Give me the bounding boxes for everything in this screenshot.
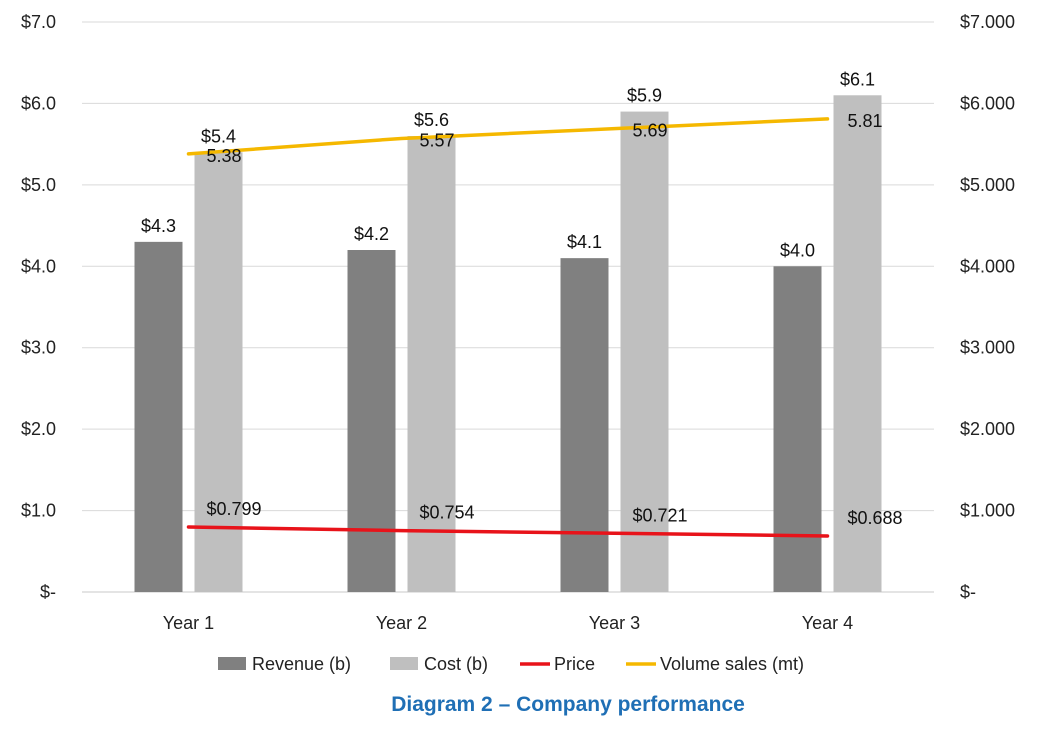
series-line [186,525,830,538]
right-tick-label: $- [960,582,976,602]
series-lines [186,117,830,538]
left-tick-label: $7.0 [21,12,56,32]
legend-swatch [390,657,418,670]
line-data-label: $0.688 [848,508,903,528]
left-tick-label: $6.0 [21,93,56,113]
line-data-label: $0.754 [420,503,475,523]
category-label: Year 3 [589,613,640,633]
bar-data-label: $4.2 [354,224,389,244]
left-tick-label: $4.0 [21,256,56,276]
right-tick-label: $6.000 [960,93,1015,113]
legend-label: Cost (b) [424,654,488,674]
category-label: Year 2 [376,613,427,633]
chart-caption: Diagram 2 – Company performance [391,693,745,716]
line-data-label: 5.57 [420,130,455,150]
line-data-label: 5.38 [207,146,242,166]
right-tick-label: $4.000 [960,256,1015,276]
bar-data-label: $4.0 [780,240,815,260]
bar-data-label: $6.1 [840,69,875,89]
legend-label: Volume sales (mt) [660,654,804,674]
line-data-label: 5.69 [633,121,668,141]
legend-swatch [218,657,246,670]
category-labels: Year 1 Year 2 Year 3 Year 4 [163,613,853,633]
bar-data-label: $5.9 [627,86,662,106]
bar [194,152,243,593]
right-axis-ticks: $- $1.000 $2.000 $3.000 $4.000 $5.000 $6.000 $7… [960,12,1015,602]
series-line [186,117,830,156]
data-labels: $4.3 $5.4 $4.2 $5.6 $4.1 $5.9 $4.0 $6.1 $0.799 $0… [141,69,903,528]
left-tick-label: $5.0 [21,175,56,195]
right-tick-label: $1.000 [960,501,1015,521]
line-data-label: 5.81 [848,111,883,131]
bar-data-label: $5.4 [201,126,236,146]
bar-data-label: $5.6 [414,110,449,130]
right-tick-label: $2.000 [960,419,1015,439]
left-tick-label: $- [40,582,56,602]
bars [134,95,882,593]
left-tick-label: $1.0 [21,501,56,521]
bar [833,95,882,593]
line-data-label: $0.799 [207,499,262,519]
legend: Revenue (b) Cost (b) Price Volume sales (mt… [218,654,804,674]
bar-data-label: $4.3 [141,216,176,236]
legend-label: Price [554,654,595,674]
bar [620,111,669,593]
right-tick-label: $5.000 [960,175,1015,195]
left-tick-label: $2.0 [21,419,56,439]
bar-data-label: $4.1 [567,232,602,252]
bar [134,241,183,592]
left-tick-label: $3.0 [21,338,56,358]
line-data-label: $0.721 [633,505,688,525]
left-axis-ticks: $- $1.0 $2.0 $3.0 $4.0 $5.0 $6.0 $7.0 [21,12,56,602]
bar [407,136,456,592]
right-tick-label: $7.000 [960,12,1015,32]
category-label: Year 1 [163,613,214,633]
bar [560,258,609,592]
legend-label: Revenue (b) [252,654,351,674]
category-label: Year 4 [802,613,853,633]
bar [773,266,822,592]
bar [347,250,396,592]
right-tick-label: $3.000 [960,338,1015,358]
